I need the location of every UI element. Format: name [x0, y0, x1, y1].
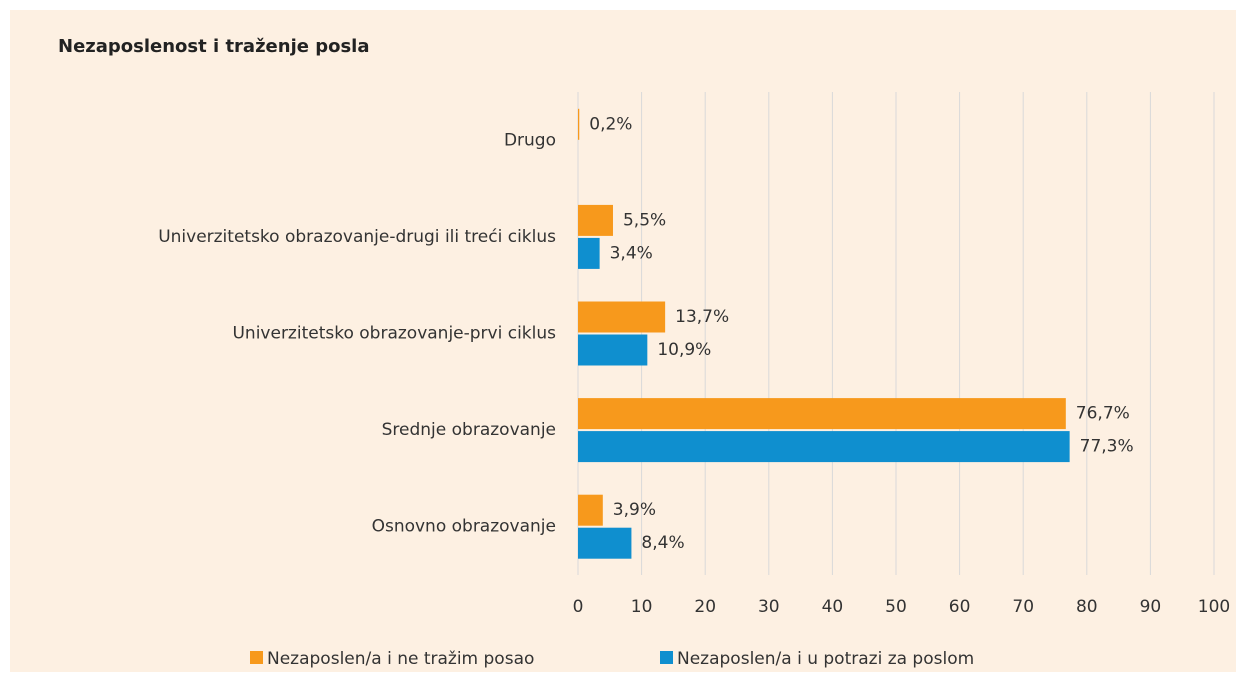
x-tick-label: 60 — [949, 597, 971, 617]
y-tick-label: Osnovno obrazovanje — [372, 517, 556, 537]
value-label: 10,9% — [657, 340, 711, 360]
chart-title: Nezaposlenost i traženje posla — [58, 36, 370, 57]
value-label: 77,3% — [1080, 437, 1134, 457]
x-tick-label: 90 — [1140, 597, 1162, 617]
x-tick-label: 70 — [1012, 597, 1034, 617]
bar — [578, 494, 603, 526]
x-tick-label: 0 — [573, 597, 584, 617]
y-tick-label: Univerzitetsko obrazovanje-drugi ili tre… — [158, 227, 556, 247]
bar — [578, 527, 632, 559]
x-tick-label: 80 — [1076, 597, 1098, 617]
bar — [578, 431, 1070, 463]
y-tick-label: Univerzitetsko obrazovanje-prvi ciklus — [232, 324, 556, 344]
legend-label: Nezaposlen/a i ne tražim posao — [267, 649, 534, 669]
legend-swatch — [660, 651, 673, 664]
x-tick-label: 50 — [885, 597, 907, 617]
x-tick-label: 30 — [758, 597, 780, 617]
bar — [578, 301, 666, 333]
value-label: 3,4% — [610, 243, 653, 263]
value-label: 8,4% — [641, 533, 684, 553]
value-label: 3,9% — [613, 500, 656, 520]
bar — [578, 237, 600, 269]
x-tick-label: 10 — [631, 597, 653, 617]
bar — [578, 108, 580, 140]
y-tick-label: Drugo — [504, 130, 556, 150]
bar — [578, 398, 1066, 430]
value-label: 0,2% — [589, 114, 632, 134]
legend-swatch — [250, 651, 263, 664]
x-tick-label: 40 — [822, 597, 844, 617]
y-tick-label: Srednje obrazovanje — [382, 420, 556, 440]
value-label: 76,7% — [1076, 404, 1130, 424]
x-tick-label: 100 — [1198, 597, 1230, 617]
legend-label: Nezaposlen/a i u potrazi za poslom — [677, 649, 974, 669]
x-tick-label: 20 — [694, 597, 716, 617]
bar — [578, 204, 613, 236]
value-label: 5,5% — [623, 210, 666, 230]
bar — [578, 334, 648, 366]
value-label: 13,7% — [675, 307, 729, 327]
